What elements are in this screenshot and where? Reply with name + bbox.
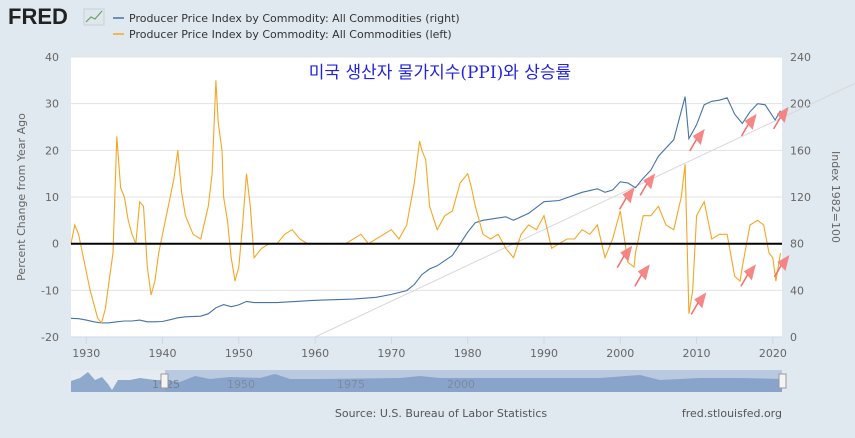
- range-navigator[interactable]: 1925 1950 1975 2000: [71, 370, 787, 392]
- red-arrow-icon: [773, 255, 790, 278]
- fred-graph-icon: [83, 8, 105, 26]
- navigator-label: 1975: [337, 378, 365, 391]
- ppi-index-line: [70, 96, 781, 324]
- source-text: Source: U.S. Bureau of Labor Statistics: [335, 407, 548, 420]
- x-tick-label: 1990: [530, 347, 558, 360]
- legend-label-right[interactable]: Producer Price Index by Commodity: All C…: [129, 12, 460, 25]
- y-right-tick-label: 120: [790, 191, 811, 204]
- navigator-handle-left[interactable]: [160, 373, 169, 389]
- navigator-handle-right[interactable]: [778, 373, 787, 389]
- red-arrow-icon: [740, 113, 757, 137]
- x-axis: 1930 1940 1950 1960 1970 1980 1990 2000 2010 2020: [71, 336, 787, 360]
- y-right-tick-label: 0: [790, 331, 797, 344]
- red-arrow-icon: [639, 173, 656, 196]
- x-tick-label: 2000: [606, 347, 634, 360]
- red-arrow-icon: [773, 106, 789, 130]
- y-left-tick-label: 20: [45, 144, 59, 157]
- y-axis-left-label: Percent Change from Year Ago: [15, 113, 28, 281]
- y-left-tick-label: -20: [41, 331, 59, 344]
- arrow-annotations: [616, 106, 790, 315]
- x-tick-label: 1970: [377, 347, 405, 360]
- y-left-tick-label: 30: [45, 98, 59, 111]
- navigator-label: 1950: [227, 378, 255, 391]
- fred-logo[interactable]: FRED: [8, 4, 105, 29]
- y-axis-right: 240 200 160 120 80 40 0: [790, 51, 811, 344]
- y-right-tick-label: 160: [790, 144, 811, 157]
- red-arrow-icon: [740, 264, 756, 287]
- y-left-tick-label: -10: [41, 284, 59, 297]
- y-left-tick-label: 0: [52, 238, 59, 251]
- legend: Producer Price Index by Commodity: All C…: [113, 12, 460, 41]
- red-arrow-icon: [634, 264, 650, 287]
- red-arrow-icon: [616, 245, 633, 269]
- navigator-series: [71, 372, 782, 392]
- x-tick-label: 1980: [454, 347, 482, 360]
- ppi-yoy-line: [70, 80, 782, 325]
- site-link[interactable]: fred.stlouisfed.org: [682, 407, 782, 420]
- x-tick-label: 1940: [149, 347, 177, 360]
- legend-label-left[interactable]: Producer Price Index by Commodity: All C…: [129, 28, 452, 41]
- y-axis-right-label: Index 1982=100: [829, 151, 842, 243]
- y-right-tick-label: 240: [790, 51, 811, 64]
- x-tick-label: 2010: [683, 347, 711, 360]
- red-arrow-icon: [690, 292, 707, 315]
- y-right-tick-label: 200: [790, 98, 811, 111]
- y-right-tick-label: 80: [790, 238, 804, 251]
- x-tick-label: 1960: [301, 347, 329, 360]
- x-tick-label: 1930: [72, 347, 100, 360]
- y-left-tick-label: 10: [45, 191, 59, 204]
- chart-title: 미국 생산자 물가지수(PPI)와 상승률: [309, 63, 571, 83]
- red-arrow-icon: [689, 129, 705, 152]
- x-tick-label: 2020: [759, 347, 787, 360]
- x-tick-label: 1950: [225, 347, 253, 360]
- fred-logo-text: FRED: [8, 4, 68, 29]
- y-right-tick-label: 40: [790, 284, 804, 297]
- series-lines: [70, 80, 782, 325]
- red-arrow-icon: [618, 187, 635, 210]
- y-axis-left: 40 30 20 10 0 -10 -20: [41, 51, 59, 344]
- y-left-tick-label: 40: [45, 51, 59, 64]
- trend-line-annotation: [314, 82, 855, 338]
- navigator-label: 2000: [447, 378, 475, 391]
